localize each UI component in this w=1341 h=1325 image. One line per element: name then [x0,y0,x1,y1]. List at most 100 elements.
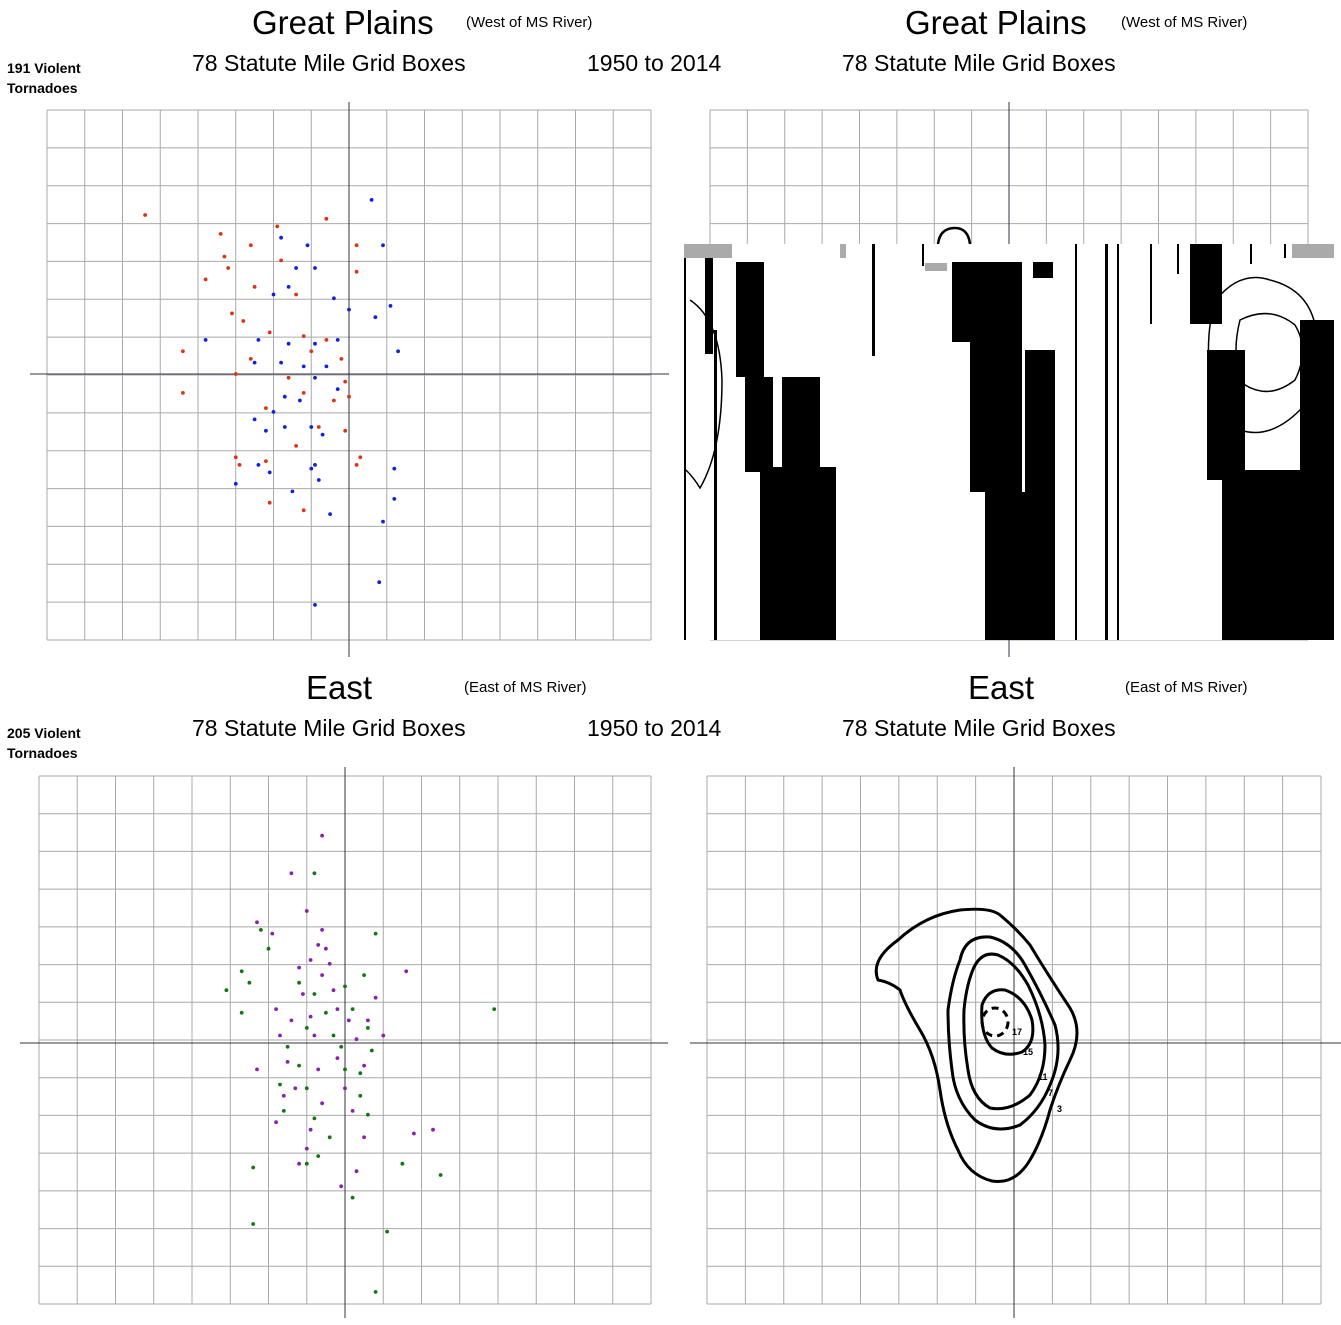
data-point [339,357,344,361]
data-point [282,425,287,429]
data-point [285,1060,290,1064]
corruption-stripe [1250,244,1252,264]
data-point [297,1161,301,1166]
data-point [362,1063,366,1068]
data-point [252,417,257,422]
data-point [270,931,275,936]
data-point [289,871,294,876]
east-left-count-line1: 205 Violent [7,725,81,741]
data-point [320,432,325,437]
gp-right-region-note: (West of MS River) [1121,14,1248,31]
data-point [381,519,385,524]
data-point [335,1056,340,1060]
data-point [312,871,317,876]
data-point [294,266,298,270]
data-point [279,360,283,365]
data-point [304,1086,309,1091]
east-scatter-chart [20,767,668,1318]
data-point [392,497,397,501]
data-point [358,1071,363,1076]
data-point [385,1229,389,1234]
scatter-series-0 [255,833,435,1189]
corruption-grey-patch [925,263,947,271]
data-point [400,1161,405,1166]
data-point [324,946,328,951]
corruption-stripe [1105,244,1108,640]
corruption-block [970,342,1022,492]
data-point [347,307,351,312]
data-point [431,1127,435,1132]
data-point [354,1169,359,1174]
data-point [255,1067,259,1072]
data-point [226,266,231,270]
scatter-series-1 [203,198,400,607]
corruption-block [736,262,764,377]
data-point [324,216,329,221]
data-point [304,909,309,913]
data-point [309,425,314,429]
gp-contour-chart [684,102,1334,657]
data-point [335,1007,340,1011]
data-point [339,1044,344,1049]
data-point [301,508,306,513]
data-point [203,338,208,342]
data-point [381,243,385,248]
data-point [301,334,306,338]
contour-label: 3 [1057,1104,1062,1114]
data-point [274,1007,278,1011]
data-point [313,266,317,270]
contour-label: 11 [1038,1072,1048,1082]
contour-line [874,907,1079,1184]
data-point [239,969,244,974]
data-point [316,1067,321,1072]
data-point [339,1184,344,1189]
data-point [309,466,314,471]
data-point [286,285,291,289]
data-point [362,1135,366,1140]
data-point [412,1131,416,1136]
corruption-stripe [1284,244,1286,258]
data-point [271,292,276,297]
data-point [316,1154,321,1158]
data-point [308,1014,313,1019]
data-point [324,364,329,369]
data-point [316,425,321,429]
gp-left-count-line2: Tornadoes [7,80,78,96]
east-left-title: East [306,669,373,706]
data-point [290,489,295,494]
data-point [350,1007,355,1011]
data-point [358,1093,363,1098]
contour-label: 15 [1023,1047,1033,1057]
data-point [224,988,229,993]
data-point [309,349,314,354]
gp-left-region-note: (West of MS River) [466,14,593,31]
east-left-region-note: (East of MS River) [464,679,587,696]
data-point [388,304,393,308]
corruption-block [958,262,996,282]
data-point [281,1093,286,1098]
east-left-subtitle: 78 Statute Mile Grid Boxes [192,715,466,741]
data-point [373,931,378,936]
data-point [255,920,259,925]
data-point [308,1127,313,1132]
corruption-block [1190,244,1222,324]
data-point [294,292,298,297]
data-point [320,1101,324,1106]
data-point [305,243,310,248]
data-point [252,360,257,365]
data-point [222,254,227,259]
data-point [256,338,261,342]
data-point [286,375,291,380]
data-point [313,375,317,380]
contour-label: 17 [1012,1027,1022,1037]
data-point [266,946,271,951]
gp-left-title: Great Plains [252,4,434,41]
data-point [343,1086,347,1091]
gp-right-subtitle: 78 Statute Mile Grid Boxes [842,50,1116,76]
contour-line-dashed [980,1006,1010,1038]
data-point [369,198,374,202]
data-point [354,269,359,274]
data-point [279,235,283,240]
data-point [354,1037,359,1042]
corruption-block [1033,262,1053,278]
